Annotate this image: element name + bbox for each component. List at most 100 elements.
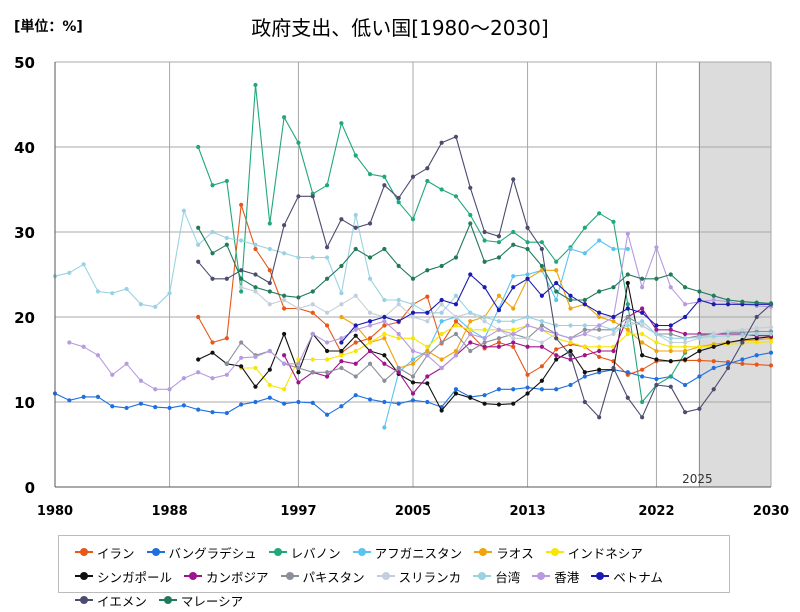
data-point <box>453 387 459 392</box>
data-point <box>382 378 387 383</box>
data-point <box>439 340 444 345</box>
data-point <box>468 340 473 345</box>
data-point <box>525 272 530 277</box>
data-point <box>382 183 387 188</box>
data-point <box>597 348 602 354</box>
data-point <box>282 331 287 337</box>
data-point <box>668 331 673 337</box>
data-point <box>554 336 559 341</box>
data-point <box>296 370 301 375</box>
data-point <box>453 134 459 139</box>
data-point <box>282 251 287 256</box>
data-point <box>367 255 373 260</box>
data-point <box>253 242 258 247</box>
legend-label: マレーシア <box>180 593 244 609</box>
data-point <box>697 348 702 354</box>
data-point <box>81 394 86 399</box>
data-point <box>296 365 301 371</box>
data-point <box>353 246 358 252</box>
series-line-2 <box>197 84 686 403</box>
legend-item: ベトナム <box>591 564 663 588</box>
data-point <box>382 319 387 324</box>
y-tick-label: 30 <box>14 224 35 242</box>
data-point <box>654 357 659 362</box>
chart-legend: イラン バングラデシュ レバノン アフガニスタン ラオス インドネシア シンガポール カンボジ… <box>58 535 730 609</box>
data-point <box>67 398 72 403</box>
data-point <box>482 336 487 341</box>
data-point <box>267 221 272 226</box>
legend-swatch <box>376 572 395 580</box>
data-point <box>453 255 459 260</box>
data-point <box>339 302 344 307</box>
data-point <box>568 336 573 341</box>
legend-label: カンボジア <box>206 569 269 585</box>
legend-item: パキスタン <box>280 564 365 588</box>
data-point <box>654 276 659 281</box>
data-point <box>425 353 430 358</box>
data-point <box>468 331 473 337</box>
data-point <box>210 340 215 345</box>
data-point <box>439 187 444 192</box>
data-point <box>167 291 172 296</box>
data-point <box>640 323 645 328</box>
data-point <box>740 361 745 366</box>
data-point <box>496 402 502 407</box>
data-point <box>568 340 573 345</box>
data-point <box>768 331 774 337</box>
data-point <box>640 285 645 290</box>
data-point <box>554 387 559 392</box>
data-point <box>597 314 602 320</box>
y-tick-label: 50 <box>14 54 35 72</box>
data-point <box>267 367 272 372</box>
data-point <box>682 331 688 337</box>
data-point <box>668 344 673 349</box>
data-point <box>196 407 201 412</box>
data-point <box>324 183 330 188</box>
data-point <box>611 348 616 354</box>
data-point <box>468 319 473 324</box>
data-point <box>625 323 630 328</box>
chart-title: 政府支出、低い国[1980～2030] <box>251 16 549 40</box>
data-point <box>754 325 759 331</box>
data-point <box>468 395 473 400</box>
data-point <box>625 370 630 375</box>
data-point <box>640 367 645 372</box>
data-point <box>525 276 530 281</box>
data-point <box>668 348 673 354</box>
data-point <box>754 314 759 320</box>
data-point <box>253 285 258 290</box>
data-point <box>482 401 487 406</box>
data-point <box>711 387 716 392</box>
data-point <box>253 365 258 371</box>
data-point <box>525 246 530 252</box>
data-point <box>525 391 530 396</box>
data-point <box>382 314 387 320</box>
data-point <box>267 280 272 286</box>
data-point <box>439 297 444 303</box>
data-point <box>625 280 630 286</box>
data-point <box>181 376 186 381</box>
data-point <box>525 323 530 328</box>
data-point <box>682 314 688 320</box>
data-point <box>310 400 315 405</box>
data-point <box>453 391 459 396</box>
legend-label: パキスタン <box>302 569 365 585</box>
data-point <box>625 272 630 277</box>
x-tick-label: 2030 <box>753 504 789 519</box>
series-line-13 <box>197 136 772 418</box>
data-point <box>224 235 229 241</box>
data-point <box>296 295 301 300</box>
data-point <box>611 327 616 332</box>
data-point <box>539 378 544 383</box>
data-point <box>597 336 602 341</box>
data-point <box>511 242 516 247</box>
data-point <box>239 289 244 294</box>
data-point <box>396 370 401 375</box>
data-point <box>353 333 358 338</box>
data-point <box>568 297 573 303</box>
data-point <box>67 270 72 275</box>
data-point <box>296 306 301 311</box>
data-point <box>711 359 716 364</box>
data-point <box>296 194 301 199</box>
